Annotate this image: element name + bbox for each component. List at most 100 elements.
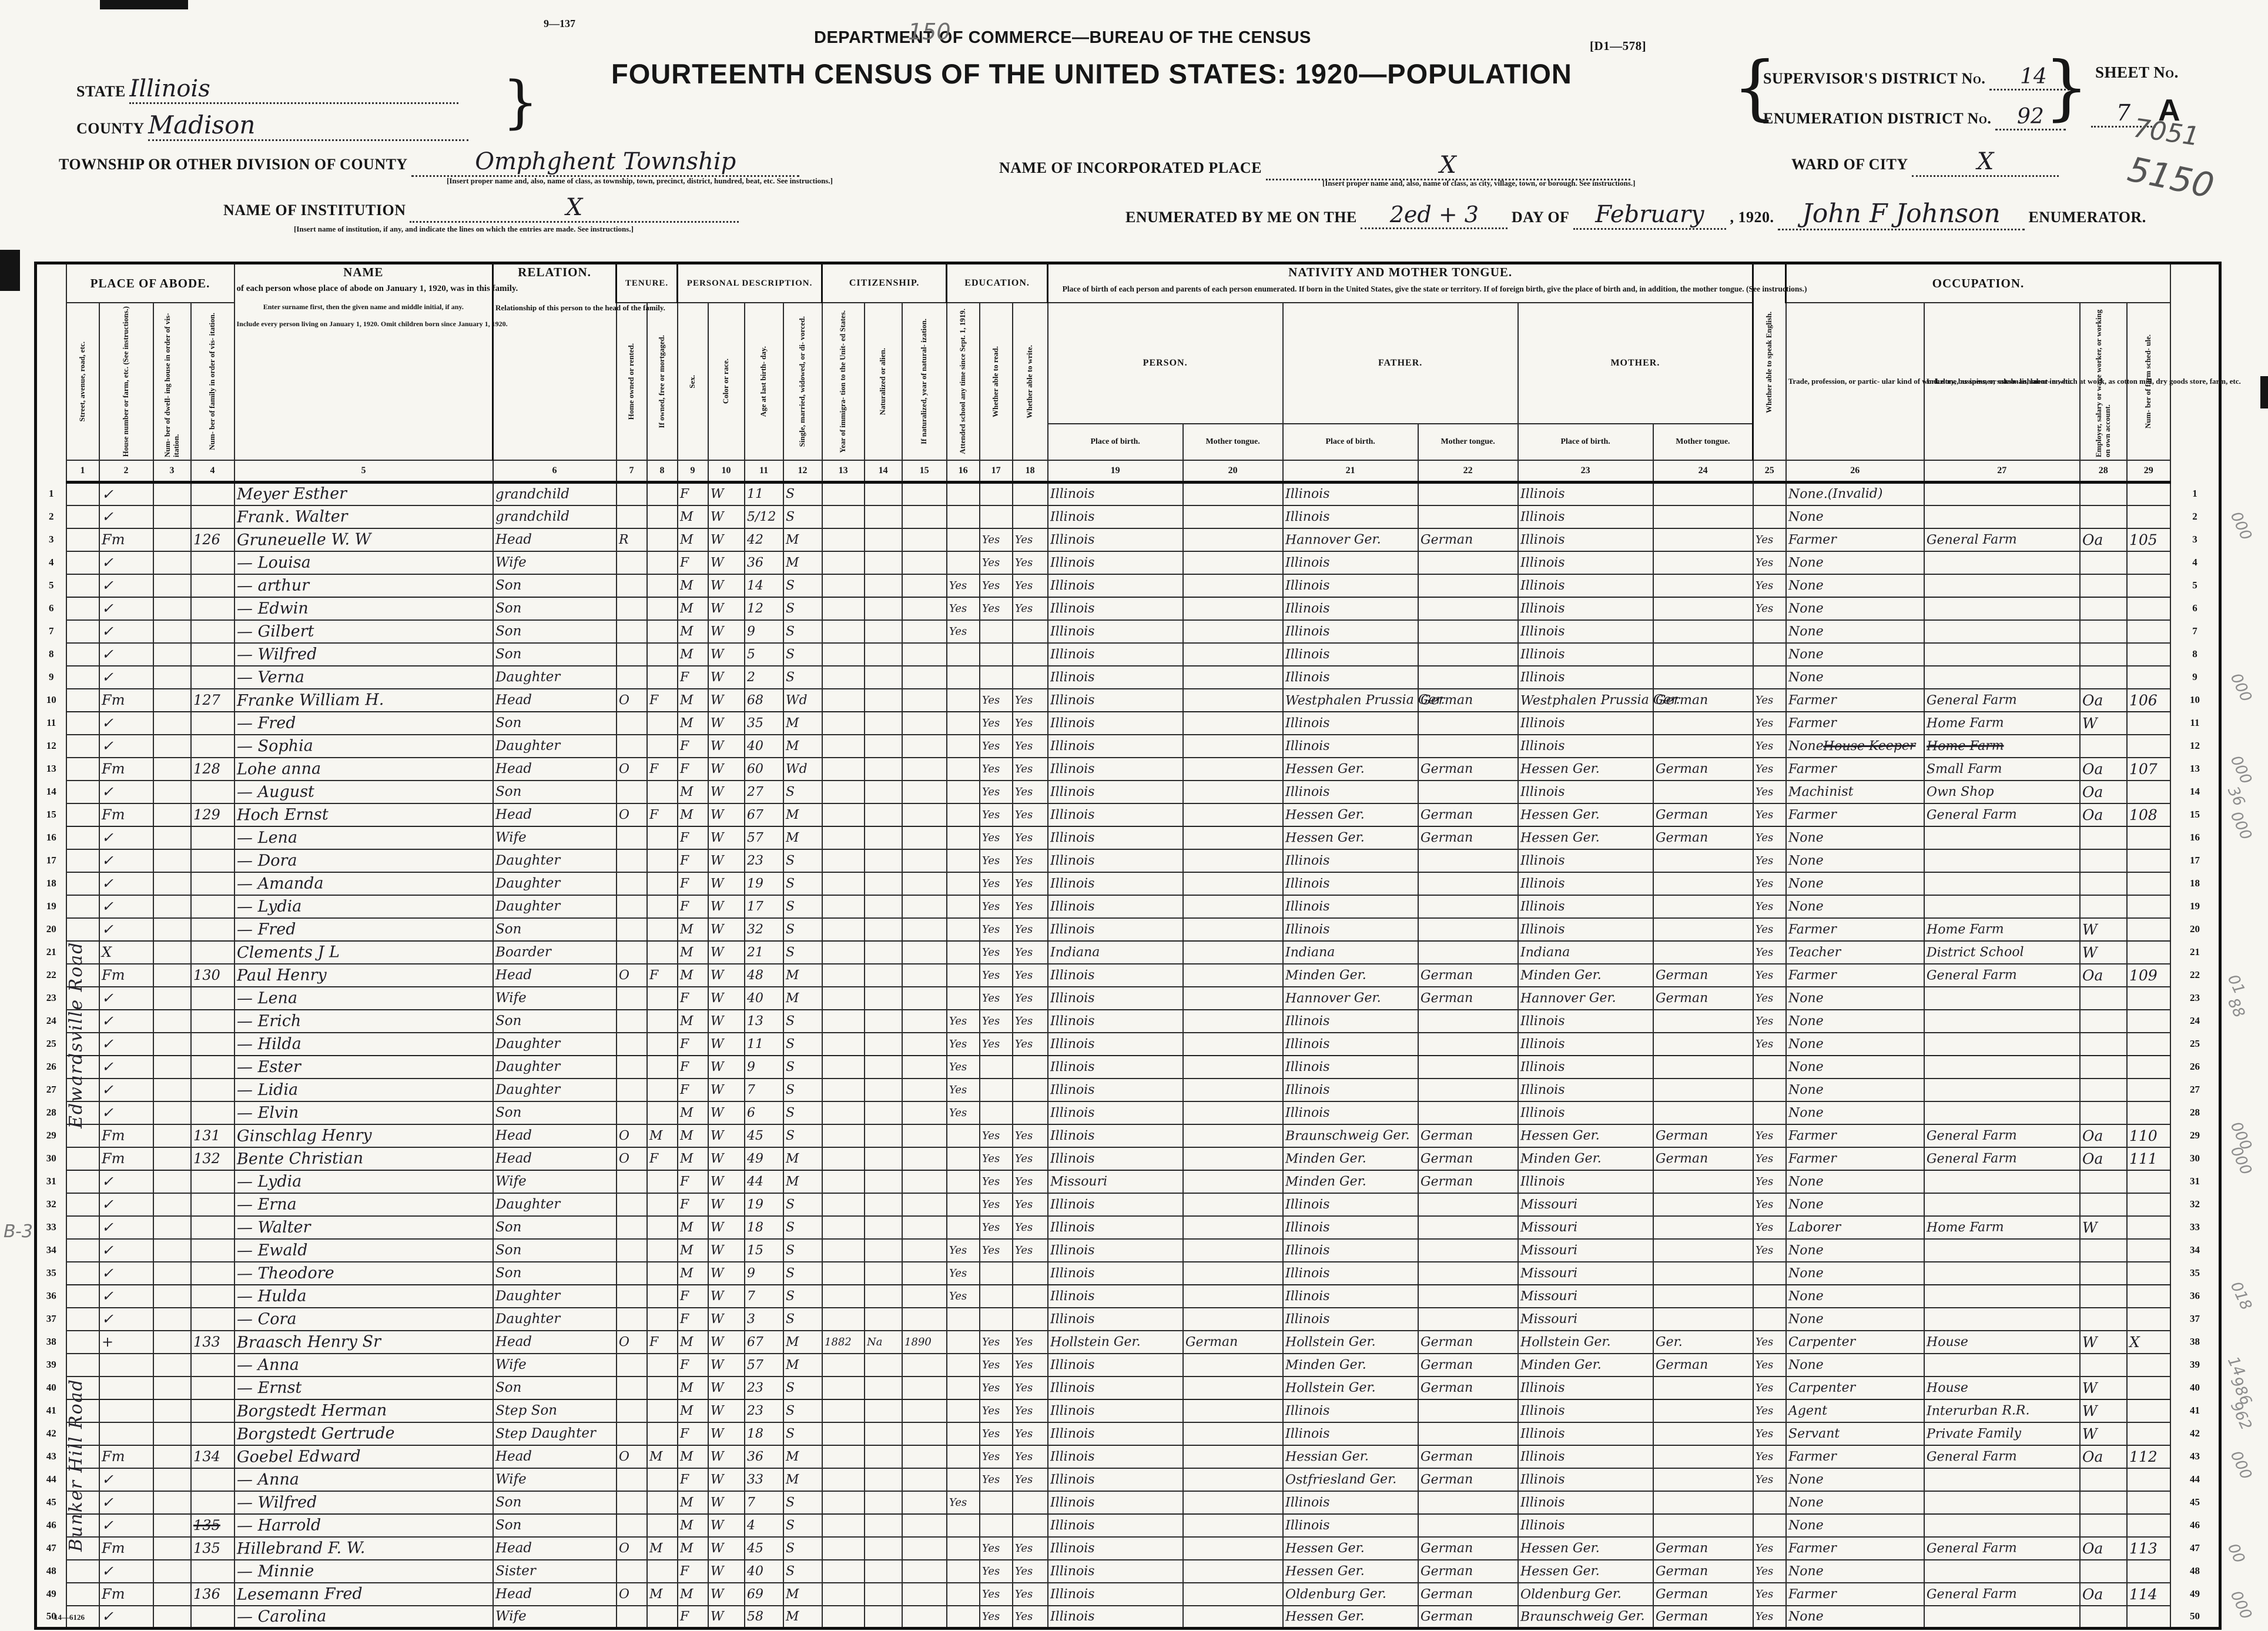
row-number-right: 28 — [2170, 1101, 2220, 1124]
cell-fs: 107 — [2126, 756, 2171, 781]
cell-tr: None — [1785, 504, 1925, 529]
cell-cr: W — [707, 619, 745, 644]
cell-y14 — [863, 642, 903, 667]
cell-mb: Hessen Ger. — [1517, 825, 1654, 850]
row-number-left: 22 — [35, 963, 66, 987]
cell-sx: M — [676, 1513, 709, 1538]
cell-tr: Machinist — [1785, 779, 1925, 804]
cell-h: ✓ — [98, 1077, 154, 1102]
table-row: 37 ✓ — Cora Daughter F W 3 S Illinois Illinois Mis… — [35, 1307, 2220, 1331]
cell-en: Yes — [1752, 734, 1787, 758]
cell-c1m — [65, 894, 100, 919]
row-number-left: 42 — [35, 1422, 66, 1445]
cell-f4 — [190, 940, 235, 964]
row-number-right: 22 — [2170, 963, 2220, 987]
cell-o — [615, 1513, 648, 1538]
cell-sx: F — [676, 665, 709, 689]
institution-value: X — [565, 194, 583, 221]
row-number-left: 11 — [35, 711, 66, 735]
cell-pt — [1182, 504, 1284, 529]
cell-cr: W — [707, 527, 745, 552]
cell-ms: S — [782, 1238, 823, 1262]
cell-f4: 136 — [190, 1582, 235, 1606]
cell-o — [615, 1215, 648, 1240]
cell-tr: None — [1785, 1261, 1925, 1285]
col-number-28: 28 — [2079, 460, 2128, 484]
township-line: TOWNSHIP OR OTHER DIVISION OF COUNTY Omp… — [59, 148, 800, 177]
cell-w18: Yes — [1011, 688, 1048, 712]
row-number-left: 18 — [35, 872, 66, 895]
cell-d3 — [152, 1077, 192, 1102]
cell-ft — [1417, 871, 1519, 896]
cell-m8: M — [646, 1444, 678, 1469]
cell-ms: M — [782, 1146, 823, 1171]
table-row: 18 ✓ — Amanda Daughter F W 19 S Yes Yes Illinois Il… — [35, 871, 2220, 896]
cell-h: ✓ — [98, 596, 154, 621]
cell-n: — Theodore — [233, 1261, 494, 1285]
enum-district-line: ENUMERATION DISTRICT No. 92 — [1763, 105, 2066, 130]
cell-tr: Farmer — [1785, 1146, 1925, 1171]
row-number-left: 50 — [35, 1605, 66, 1629]
cell-fs — [2126, 596, 2171, 621]
cell-pb: Illinois — [1047, 848, 1184, 873]
cell-in: Home Farm — [1923, 917, 2081, 942]
cell-n: Borgstedt Gertrude — [233, 1421, 494, 1446]
cell-em — [2079, 1077, 2128, 1102]
cell-en: Yes — [1752, 1215, 1787, 1240]
cell-ft: German — [1417, 1559, 1519, 1583]
cell-in: Private Family — [1923, 1421, 2081, 1446]
cell-ms: S — [782, 1077, 823, 1102]
cell-cr: W — [707, 1421, 745, 1446]
cell-en: Yes — [1752, 573, 1787, 598]
cell-sx: F — [676, 1605, 709, 1629]
cell-en: Yes — [1752, 894, 1787, 919]
cell-pb: Illinois — [1047, 1077, 1184, 1102]
cell-cr: W — [707, 940, 745, 964]
cell-fb: Illinois — [1282, 1054, 1419, 1079]
cell-sx: F — [676, 848, 709, 873]
cell-f4 — [190, 894, 235, 919]
cell-ft: German — [1417, 1146, 1519, 1171]
cell-pb: Illinois — [1047, 1352, 1184, 1377]
cell-em — [2079, 1559, 2128, 1583]
cell-y14 — [863, 848, 903, 873]
cell-mt — [1652, 1192, 1754, 1217]
row-number-right: 8 — [2170, 642, 2220, 666]
cell-pt — [1182, 825, 1284, 850]
cell-r17: Yes — [979, 1582, 1013, 1606]
cell-d3 — [152, 1605, 192, 1629]
cell-fb: Illinois — [1282, 917, 1419, 942]
cell-fs — [2126, 1467, 2171, 1492]
cell-em — [2079, 1261, 2128, 1285]
row-number-right: 41 — [2170, 1399, 2220, 1422]
cell-h: ✓ — [98, 665, 154, 689]
cell-y14 — [863, 1582, 903, 1606]
cell-c1m — [65, 1100, 100, 1125]
cell-y14 — [863, 1100, 903, 1125]
cell-ag: 67 — [743, 802, 784, 827]
col-header-c2: House number or farm, etc. (See instruct… — [98, 302, 154, 461]
cell-tr: None — [1785, 894, 1925, 919]
cell-o — [615, 894, 648, 919]
cell-in — [1923, 1513, 2081, 1538]
table-row: 3 Fm 126 Gruneuelle W. W Head R M W 42 M Yes Yes Ill… — [35, 527, 2220, 552]
cell-fb: Illinois — [1282, 481, 1419, 506]
cell-pt — [1182, 1444, 1284, 1469]
cell-tr: None — [1785, 1352, 1925, 1377]
cell-mt — [1652, 1054, 1754, 1079]
cell-m8: M — [646, 1582, 678, 1606]
cell-fs — [2126, 642, 2171, 667]
cell-r: Head — [492, 1444, 617, 1469]
cell-sx: M — [676, 917, 709, 942]
cell-fb: Illinois — [1282, 573, 1419, 598]
cell-en — [1752, 619, 1787, 644]
col-header-c27: Industry, business, or estab- lishment i… — [1923, 302, 2241, 461]
cell-y14 — [863, 1559, 903, 1583]
cell-tr: Laborer — [1785, 1215, 1925, 1240]
cell-in — [1923, 1238, 2081, 1262]
cell-en: Yes — [1752, 1352, 1787, 1377]
cell-fs: 111 — [2126, 1146, 2171, 1171]
cell-pt — [1182, 1375, 1284, 1400]
cell-f4: 131 — [190, 1123, 235, 1148]
row-number-right: 31 — [2170, 1170, 2220, 1193]
